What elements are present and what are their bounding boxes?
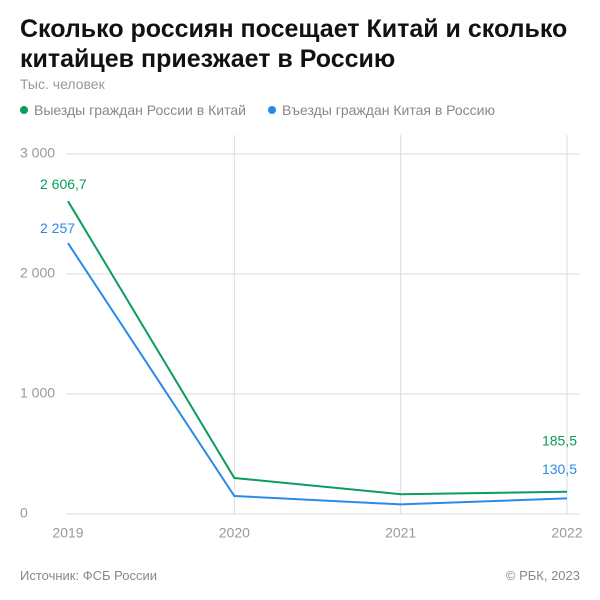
data-label: 2 257 <box>40 220 75 236</box>
y-tick-label: 1 000 <box>20 385 55 401</box>
source: Источник: ФСБ России <box>20 568 157 583</box>
legend-marker <box>20 106 28 114</box>
data-label: 2 606,7 <box>40 176 87 192</box>
x-tick-label: 2021 <box>385 525 416 541</box>
legend-item: Выезды граждан России в Китай <box>20 102 246 118</box>
legend: Выезды граждан России в Китай Въезды граж… <box>20 102 495 118</box>
legend-label: Выезды граждан России в Китай <box>34 102 246 118</box>
x-tick-label: 2019 <box>52 525 83 541</box>
data-label: 185,5 <box>542 432 577 448</box>
series-line <box>67 200 568 496</box>
chart-subtitle: Тыс. человек <box>20 76 105 92</box>
legend-item: Въезды граждан Китая в Россию <box>267 102 495 118</box>
y-tick-label: 0 <box>20 505 28 521</box>
x-tick-label: 2022 <box>551 525 582 541</box>
credit: © РБК, 2023 <box>505 568 580 583</box>
legend-label: Въезды граждан Китая в Россию <box>281 102 495 118</box>
x-tick-label: 2020 <box>219 525 250 541</box>
y-tick-label: 2 000 <box>20 265 55 281</box>
legend-marker <box>267 106 276 114</box>
chart-title: Сколько россиян посещает Китай и сколько… <box>20 15 568 73</box>
y-tick-label: 3 000 <box>20 145 55 161</box>
data-label: 130,5 <box>542 461 577 477</box>
series-line <box>67 242 568 506</box>
